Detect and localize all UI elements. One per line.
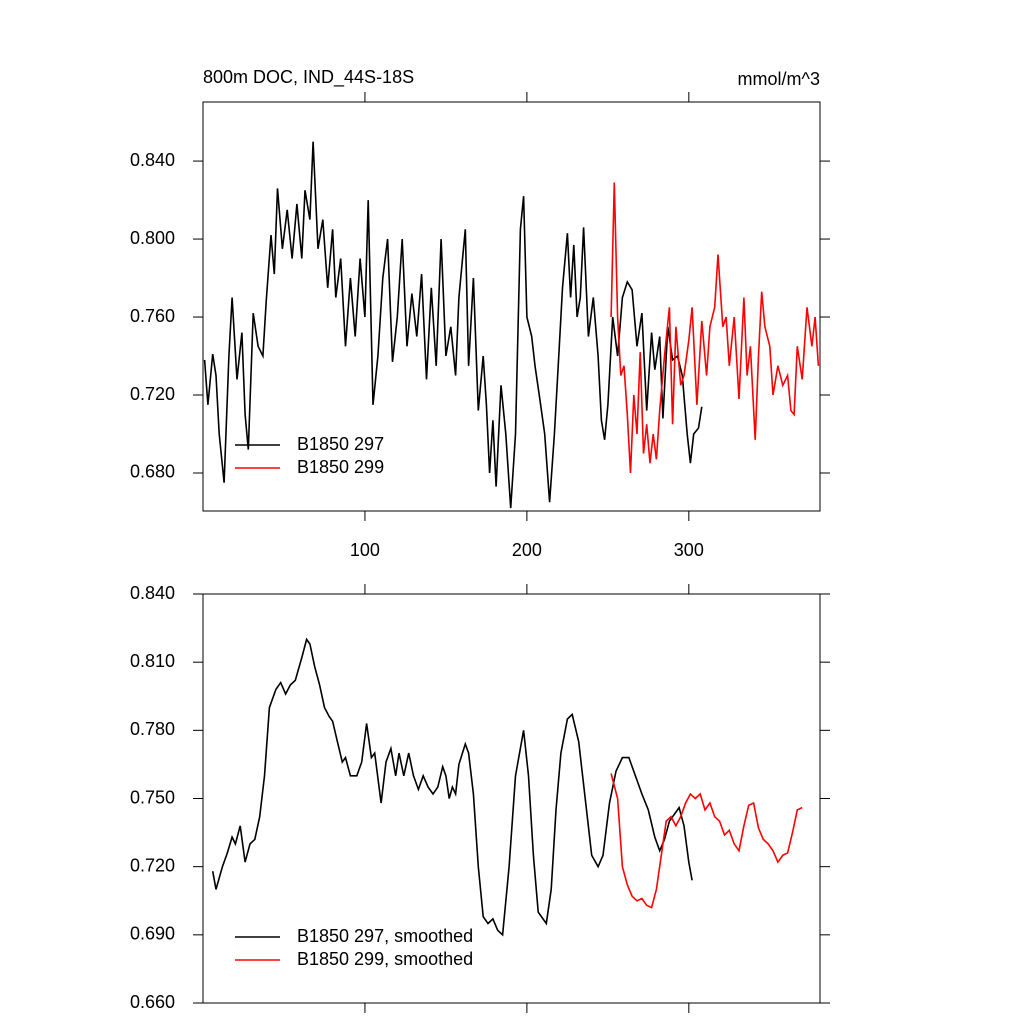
data-line bbox=[211, 637, 693, 937]
y-tick-label: 0.720 bbox=[130, 855, 175, 875]
legend-label: B1850 297, smoothed bbox=[297, 926, 473, 946]
legend-label: B1850 297 bbox=[297, 434, 384, 454]
data-line bbox=[203, 141, 703, 509]
y-tick-label: 0.750 bbox=[130, 787, 175, 807]
y-tick-label: 0.660 bbox=[130, 992, 175, 1012]
x-tick-label: 100 bbox=[350, 540, 380, 560]
plot-frame bbox=[202, 101, 821, 512]
x-tick-label: 300 bbox=[674, 540, 704, 560]
units-label: mmol/m^3 bbox=[738, 69, 820, 89]
chart-title: 800m DOC, IND_44S-18S bbox=[203, 67, 414, 88]
y-tick-label: 0.810 bbox=[130, 651, 175, 671]
y-tick-label: 0.800 bbox=[130, 228, 175, 248]
y-tick-label: 0.690 bbox=[130, 924, 175, 944]
y-tick-label: 0.720 bbox=[130, 384, 175, 404]
data-line bbox=[610, 773, 803, 909]
y-tick-label: 0.680 bbox=[130, 462, 175, 482]
legend-label: B1850 299 bbox=[297, 457, 384, 477]
y-tick-label: 0.840 bbox=[130, 150, 175, 170]
y-tick-label: 0.780 bbox=[130, 719, 175, 739]
y-tick-label: 0.840 bbox=[130, 583, 175, 603]
legend-label: B1850 299, smoothed bbox=[297, 949, 473, 969]
x-tick-label: 200 bbox=[512, 540, 542, 560]
data-line bbox=[610, 182, 820, 474]
y-tick-label: 0.760 bbox=[130, 306, 175, 326]
